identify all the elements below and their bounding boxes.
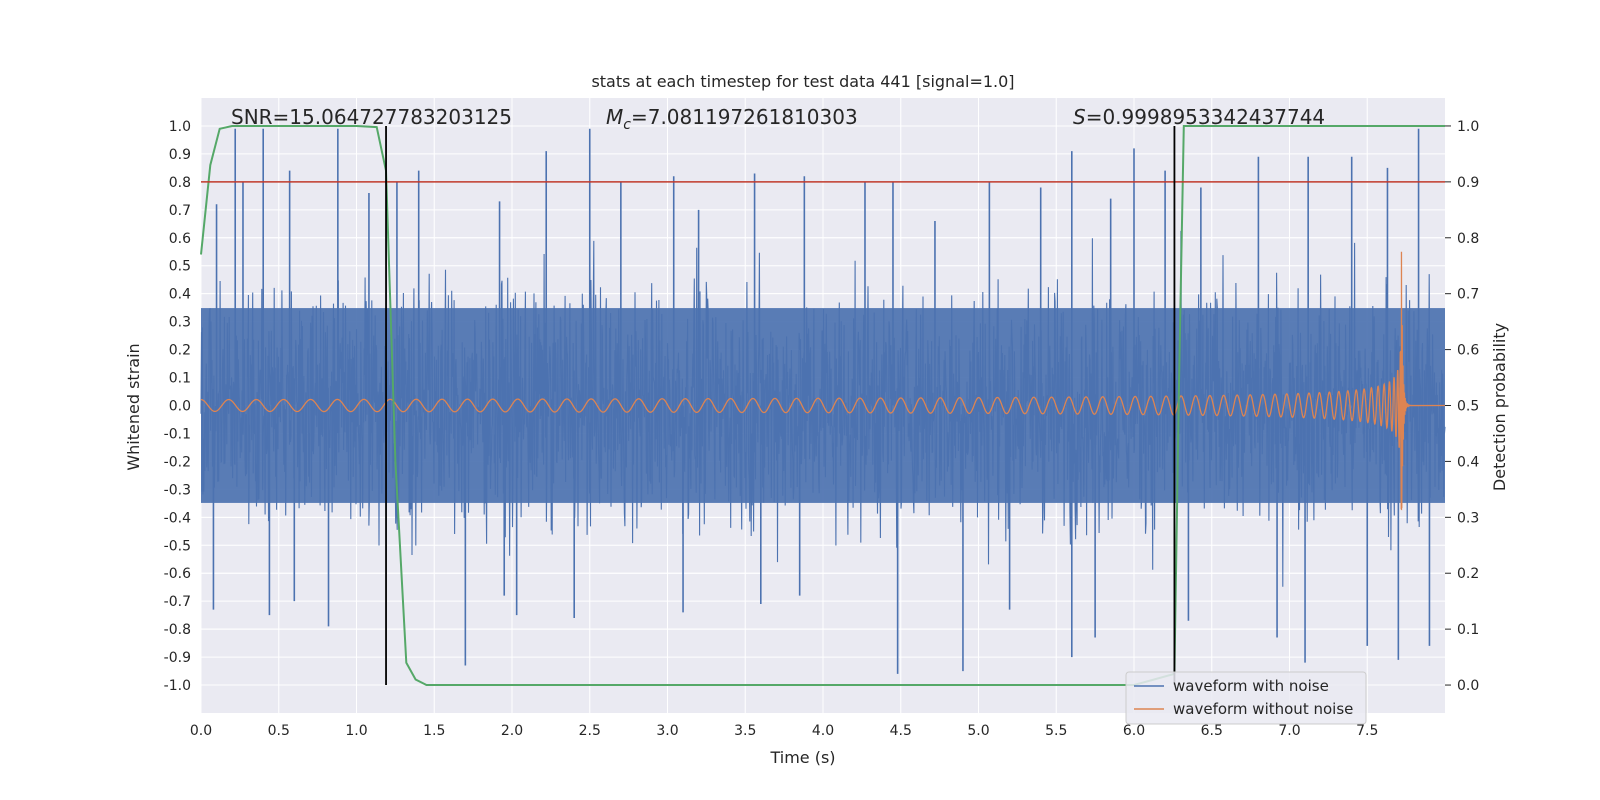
y-axis-label-right: Detection probability bbox=[1490, 323, 1509, 491]
series-detection-probability bbox=[200, 125, 1445, 686]
x-tick-label: 6.5 bbox=[1201, 723, 1223, 739]
y-tick-label-left: 0.9 bbox=[169, 147, 191, 163]
chart-title: stats at each timestep for test data 441… bbox=[591, 72, 1014, 91]
x-tick-label: 5.5 bbox=[1045, 723, 1067, 739]
y-tick-label-right: 0.1 bbox=[1457, 622, 1479, 638]
y-tick-label-left: 0.1 bbox=[169, 371, 191, 387]
significance-symbol: S bbox=[1073, 105, 1086, 129]
x-tick-label: 3.5 bbox=[734, 723, 756, 739]
x-tick-label: 7.0 bbox=[1278, 723, 1300, 739]
x-tick-label: 6.0 bbox=[1123, 723, 1145, 739]
y-tick-label-right: 0.8 bbox=[1457, 231, 1479, 247]
y-tick-label-left: 1.0 bbox=[169, 119, 191, 135]
y-tick-label-left: 0.3 bbox=[169, 315, 191, 331]
y-tick-label-right: 1.0 bbox=[1457, 119, 1479, 135]
y-tick-label-left: -0.6 bbox=[164, 566, 191, 582]
ticks: 0.0 0.5 1.0 1.5 2.0 2.5 3.0 3.5 4.0 4.5 5.0 5.5 6.0 6… bbox=[164, 119, 1480, 739]
significance-value: =0.9998953342437744 bbox=[1086, 105, 1325, 129]
chirp-mass-symbol: M bbox=[606, 105, 623, 129]
x-tick-label: 5.0 bbox=[967, 723, 989, 739]
y-tick-label-right: 0.7 bbox=[1457, 287, 1479, 303]
y-tick-label-left: -0.7 bbox=[164, 594, 191, 610]
probability-trace bbox=[200, 125, 1445, 686]
y-tick-label-right: 0.3 bbox=[1457, 510, 1479, 526]
series-waveform-without-noise bbox=[201, 251, 1446, 511]
y-tick-label-left: 0.8 bbox=[169, 175, 191, 191]
y-tick-label-left: -0.5 bbox=[164, 538, 191, 554]
y-tick-label-left: -1.0 bbox=[164, 678, 191, 694]
x-tick-label: 2.0 bbox=[501, 723, 523, 739]
clean-trace bbox=[201, 251, 1446, 511]
y-axis-label-left: Whitened strain bbox=[124, 343, 143, 470]
x-tick-label: 2.5 bbox=[579, 723, 601, 739]
snr-annotation: SNR=15.064727783203125 bbox=[231, 105, 512, 129]
x-tick-label: 0.0 bbox=[190, 723, 212, 739]
x-tick-label: 1.5 bbox=[423, 723, 445, 739]
x-tick-label: 1.0 bbox=[345, 723, 367, 739]
legend-box bbox=[1125, 671, 1367, 725]
y-tick-label-left: 0.0 bbox=[169, 399, 191, 415]
y-tick-label-right: 0.4 bbox=[1457, 454, 1479, 470]
y-tick-label-right: 0.9 bbox=[1457, 175, 1479, 191]
y-tick-label-left: -0.2 bbox=[164, 454, 191, 470]
y-tick-label-left: -0.9 bbox=[164, 650, 191, 666]
x-tick-label: 3.0 bbox=[656, 723, 678, 739]
y-tick-label-right: 0.5 bbox=[1457, 399, 1479, 415]
y-tick-label-left: 0.4 bbox=[169, 287, 191, 303]
y-tick-label-left: 0.5 bbox=[169, 259, 191, 275]
x-tick-label: 4.5 bbox=[890, 723, 912, 739]
y-tick-label-left: -0.1 bbox=[164, 426, 191, 442]
x-tick-label: 4.0 bbox=[812, 723, 834, 739]
chirp-mass-subscript: c bbox=[623, 117, 631, 133]
y-tick-label-left: 0.2 bbox=[169, 343, 191, 359]
significance-annotation: S=0.9998953342437744 bbox=[1073, 105, 1325, 129]
y-tick-label-left: -0.3 bbox=[164, 482, 191, 498]
y-tick-label-left: 0.6 bbox=[169, 231, 191, 247]
y-tick-label-right: 0.6 bbox=[1457, 343, 1479, 359]
overlays bbox=[201, 125, 1445, 686]
legend: waveform with noise waveform without noi… bbox=[1125, 671, 1367, 725]
x-tick-label: 7.5 bbox=[1356, 723, 1378, 739]
y-tick-label-left: -0.4 bbox=[164, 510, 191, 526]
chirp-mass-value: =7.081197261810303 bbox=[631, 105, 858, 129]
y-tick-label-left: -0.8 bbox=[164, 622, 191, 638]
x-tick-label: 0.5 bbox=[268, 723, 290, 739]
legend-label-noise: waveform with noise bbox=[1173, 677, 1329, 695]
chirp-mass-annotation: Mc=7.081197261810303 bbox=[606, 105, 858, 133]
y-tick-label-right: 0.2 bbox=[1457, 566, 1479, 582]
y-tick-label-right: 0.0 bbox=[1457, 678, 1479, 694]
x-axis-label: Time (s) bbox=[769, 748, 835, 767]
legend-label-clean: waveform without noise bbox=[1173, 700, 1353, 718]
y-tick-label-left: 0.7 bbox=[169, 203, 191, 219]
